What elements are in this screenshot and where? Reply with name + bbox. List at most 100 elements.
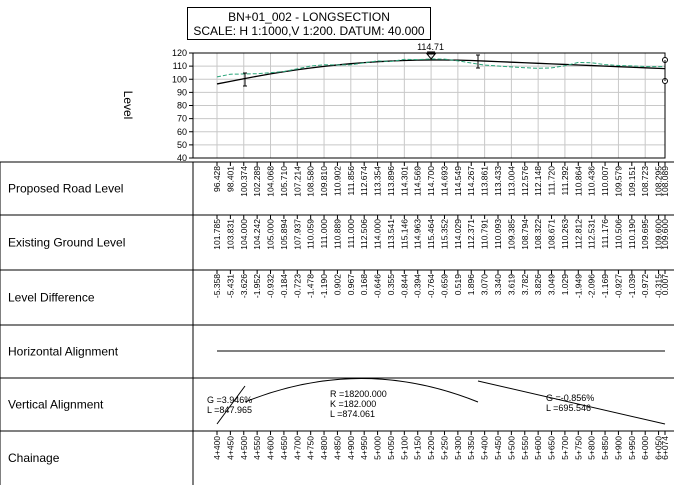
band-value: 108.794 <box>520 219 530 250</box>
y-tick-label: 40 <box>177 153 187 163</box>
vertical-alignment-grade-in <box>216 385 246 425</box>
y-tick-label: 70 <box>177 114 187 124</box>
band-value: 114.267 <box>466 166 476 196</box>
band-value: 0.519 <box>453 274 463 296</box>
proposed-road-level-line <box>216 59 666 85</box>
band-value: 0.007 <box>660 274 670 296</box>
chainage-label: 5+800 <box>587 436 597 460</box>
band-value: 110.506 <box>613 219 623 249</box>
band-value: 115.146 <box>399 219 409 249</box>
band-value: 112.674 <box>359 166 369 196</box>
band-value: 113.433 <box>493 166 503 196</box>
band-value: 112.371 <box>466 219 476 249</box>
chainage-label: 5+350 <box>466 436 476 460</box>
chainage-label: 5+300 <box>453 436 463 460</box>
band-value: -0.764 <box>426 274 436 298</box>
chainage-label: 5+700 <box>560 436 570 460</box>
band-value: 110.093 <box>493 219 503 249</box>
band-value: 114.693 <box>439 166 449 196</box>
band-value: 114.569 <box>413 166 423 196</box>
band-label-proposed-road-level: Proposed Road Level <box>8 182 123 196</box>
band-value: 0.967 <box>346 274 356 296</box>
y-tick-label: 120 <box>172 48 187 58</box>
chainage-label: 4+750 <box>306 436 316 460</box>
chainage-label: 4+900 <box>346 436 356 460</box>
chainage-label: 4+800 <box>319 436 329 460</box>
band-value: 0.168 <box>359 274 369 296</box>
chainage-label: 5+550 <box>520 436 530 460</box>
drawing-title-box: BN+01_002 - LONGSECTION SCALE: H 1:1000,… <box>187 7 431 40</box>
chainage-label: 5+650 <box>547 436 557 460</box>
chainage-label: 6+000 <box>640 436 650 460</box>
band-value: 109.579 <box>613 166 623 197</box>
band-value: 110.791 <box>480 219 490 249</box>
band-value: -1.949 <box>573 274 583 298</box>
curve-length-label: L =874.061 <box>330 409 375 419</box>
band-value: -1.478 <box>306 274 316 298</box>
band-label-vertical-alignment: Vertical Alignment <box>8 398 104 412</box>
band-value: 108.322 <box>533 219 543 250</box>
chainage-label: 5+600 <box>533 436 543 460</box>
band-value: 110.263 <box>560 219 570 249</box>
band-value: 102.289 <box>252 166 262 197</box>
band-value: 1.896 <box>466 274 476 296</box>
chainage-label: 5+000 <box>373 436 383 460</box>
band-value: -5.358 <box>212 274 222 298</box>
chainage-label: 4+950 <box>359 436 369 460</box>
y-tick-label: 90 <box>177 87 187 97</box>
band-value: 1.029 <box>560 274 570 296</box>
grade-in-length: L =847.965 <box>207 405 252 415</box>
grade-in-label: G =3.946% <box>207 395 252 405</box>
chainage-label: 5+850 <box>600 436 610 460</box>
band-value: 110.059 <box>306 219 316 249</box>
band-value: 114.549 <box>453 166 463 196</box>
chainage-label: 5+200 <box>426 436 436 460</box>
band-value: -0.723 <box>292 274 302 298</box>
band-value: 0.355 <box>386 274 396 296</box>
band-value: 104.242 <box>252 219 262 250</box>
band-value: 112.148 <box>533 166 543 196</box>
existing-ground-level-line <box>216 58 665 78</box>
band-value: 105.710 <box>279 166 289 197</box>
band-value: 109.695 <box>640 219 650 250</box>
band-value: 111.856 <box>346 166 356 196</box>
band-value: 110.436 <box>587 166 597 196</box>
band-value: -0.927 <box>613 274 623 298</box>
band-value: 108.723 <box>640 166 650 197</box>
chainage-label: 4+450 <box>225 436 235 460</box>
chainage-label: 6+050 <box>654 436 664 460</box>
chainage-label: 4+600 <box>266 436 276 460</box>
grade-out-label: G =-0.856% <box>546 393 594 403</box>
band-value: 111.720 <box>547 166 557 196</box>
chainage-label: 5+150 <box>413 436 423 460</box>
band-value: 107.214 <box>292 166 302 197</box>
band-value: 3.826 <box>533 274 543 296</box>
band-value: 104.068 <box>266 166 276 197</box>
chainage-label: 5+400 <box>480 436 490 460</box>
y-tick-label: 50 <box>177 140 187 150</box>
band-value: 111.292 <box>560 166 570 196</box>
band-value: 109.600 <box>660 219 670 250</box>
band-value: -0.646 <box>373 274 383 298</box>
band-value: -1.952 <box>252 274 262 298</box>
band-value: 104.000 <box>239 219 249 250</box>
band-value: 113.004 <box>506 166 516 196</box>
band-value: 113.896 <box>386 166 396 196</box>
chainage-label: 4+650 <box>279 436 289 460</box>
band-value: 105.894 <box>279 219 289 250</box>
chainage-label: 5+950 <box>627 436 637 460</box>
band-value: -1.190 <box>319 274 329 298</box>
band-value: 114.000 <box>373 219 383 249</box>
band-value: 108.580 <box>306 166 316 197</box>
grade-out-length: L =695.546 <box>546 403 591 413</box>
chainage-label: 5+450 <box>493 436 503 460</box>
band-value: 0.902 <box>332 274 342 296</box>
high-point-marker <box>426 53 437 60</box>
y-tick-label: 60 <box>177 127 187 137</box>
band-label-level-difference: Level Difference <box>8 291 95 305</box>
chainage-label: 4+400 <box>212 436 222 460</box>
band-value: 110.007 <box>600 166 610 196</box>
vertical-alignment-grade-out <box>477 380 666 425</box>
chainage-label: 5+500 <box>506 436 516 460</box>
